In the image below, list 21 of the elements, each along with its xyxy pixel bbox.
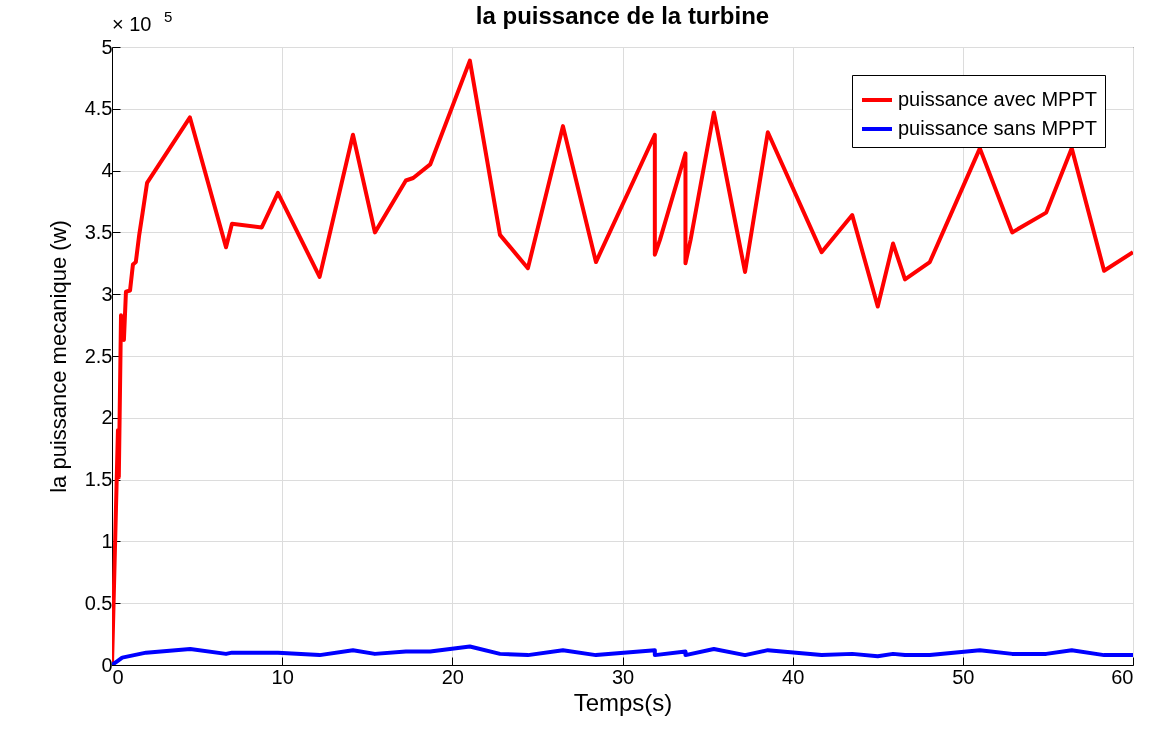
legend-label: puissance sans MPPT [898, 117, 1097, 139]
x-tick-label: 20 [441, 665, 464, 688]
y-tick-label: 2.5 [84, 344, 113, 367]
chart-title: la puissance de la turbine [475, 2, 770, 29]
y-tick-label: 2 [101, 406, 113, 429]
x-tick-label: 40 [782, 665, 805, 688]
y-axis-title: la puissance mecanique (w) [45, 220, 71, 493]
x-axis-title: Temps(s) [573, 688, 673, 716]
y-tick-label: 1 [101, 529, 113, 552]
x-tick-label: 60 [1111, 665, 1134, 688]
x-tick-label: 50 [952, 665, 975, 688]
y-tick-label: 1.5 [84, 468, 113, 491]
x-tick-label: 10 [271, 665, 294, 688]
y-tick-label: 3.5 [84, 220, 113, 243]
y-tick-label: 5 [101, 35, 113, 58]
legend-label: puissance avec MPPT [898, 88, 1097, 110]
y-tick-label: 4.5 [84, 97, 113, 120]
y-tick-label: 0.5 [84, 591, 113, 614]
x-tick-label: 30 [611, 665, 635, 688]
y-tick-label: 3 [101, 282, 113, 305]
y-tick-label: 4 [101, 159, 113, 182]
